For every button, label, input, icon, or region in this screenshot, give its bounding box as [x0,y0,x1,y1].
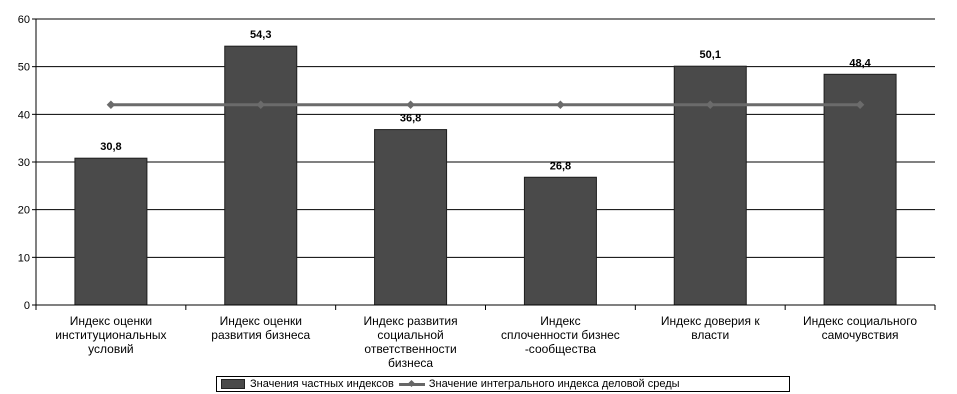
x-category-label-line: власти [691,328,730,342]
y-tick-label: 60 [18,14,30,26]
line-point-marker [556,100,565,110]
x-category-label: Индекс социального самочувствия [790,314,930,342]
x-category-label-line: самочувствия [821,328,899,342]
x-category-label-line: сплоченности бизнес [501,328,620,342]
x-category-label-line: ответственности [364,342,457,356]
legend-bar-swatch [221,379,245,389]
x-category-label-line: институциональных [55,328,167,342]
bar [523,176,597,306]
x-category-label: Индекс сплоченности бизнес -сообщества [490,314,630,356]
y-tick-label: 20 [18,205,30,217]
y-axis: 0 10 20 30 40 50 60 [18,14,37,312]
bar-data-label: 48,4 [849,57,871,69]
line-point-marker [406,100,415,110]
x-category-label: Индекс оценки развития бизнеса [191,314,331,342]
x-category-label-line: -сообщества [524,342,596,356]
legend-item-line: Значение интегрального индекса деловой с… [396,377,680,391]
x-category-label-line: социальной [377,328,444,342]
x-category-label-line: Индекс оценки [219,314,302,328]
x-category-label-line: развития бизнеса [211,328,311,342]
y-tick-label: 30 [18,157,30,169]
x-category-label: Индекс оценки институциональных условий [41,314,181,356]
bar-data-label: 54,3 [250,29,271,41]
bar-data-label: 50,1 [700,49,721,61]
line-point-marker [106,100,116,110]
x-category-label: Индекс развития социальной ответственности… [341,314,481,370]
bar-data-label: 30,8 [100,141,121,153]
bar-data-label: 36,8 [400,113,421,125]
gridlines [36,18,935,258]
y-tick-label: 40 [18,109,30,121]
x-category-label-line: Индекс развития [363,314,458,328]
line-series [106,100,865,110]
y-tick-label: 0 [24,300,30,312]
bar-data-label: 26,8 [550,160,571,172]
x-axis [35,304,936,310]
bar [74,157,148,306]
line-point-marker [256,100,265,110]
y-tick-label: 50 [18,62,30,74]
bar [374,129,448,306]
x-category-label-line: Индекс оценки [69,314,153,328]
legend-item-bars: Значения частных индексов [221,377,394,391]
x-category-label-line: бизнеса [388,356,434,370]
legend-line-swatch [398,380,425,388]
bar [823,73,897,306]
bar-labels: 30,8 54,3 36,8 26,8 50,1 48,4 [100,29,871,172]
x-category-label-line: условий [88,342,134,356]
legend-label-bars: Значения частных индексов [250,378,394,390]
x-category-label-line: Индекс социального [803,314,918,328]
legend: Значения частных индексов Значение интег… [216,376,790,392]
x-category-label: Индекс доверия к власти [640,314,780,342]
bar [224,45,298,306]
legend-label-line: Значение интегрального индекса деловой с… [428,378,680,390]
x-category-label-line: Индекс [540,314,581,328]
y-tick-label: 10 [18,252,30,264]
x-category-label-line: Индекс доверия к [660,314,760,328]
bars [74,45,897,306]
